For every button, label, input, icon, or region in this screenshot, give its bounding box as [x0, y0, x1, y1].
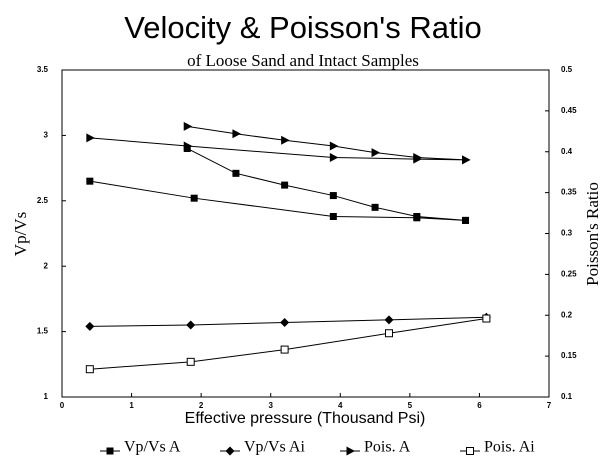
x-tick-label: 7: [547, 401, 552, 410]
x-tick-label: 3: [268, 401, 273, 410]
marker: [281, 181, 289, 189]
chart-title: Velocity & Poisson's Ratio: [124, 10, 481, 45]
marker: [329, 212, 337, 220]
y2-tick-label: 0.15: [561, 351, 577, 360]
marker: [86, 177, 94, 185]
marker: [384, 315, 394, 325]
legend-label: Pois. Ai: [484, 439, 535, 456]
y-tick-label: 3.5: [37, 65, 49, 74]
legend-marker: [346, 446, 355, 456]
legend-label: Vp/Vs Ai: [244, 439, 305, 456]
y2-tick-label: 0.35: [561, 188, 577, 197]
marker: [232, 129, 241, 139]
marker: [183, 121, 193, 131]
y-axis-label: Vp/Vs: [11, 212, 30, 256]
marker: [413, 152, 422, 162]
y-tick-label: 2.5: [37, 196, 49, 205]
legend-label: Vp/Vs A: [124, 439, 181, 456]
marker: [329, 141, 339, 151]
x-tick-label: 5: [408, 401, 413, 410]
plot-frame: [61, 69, 550, 398]
legend-marker: [225, 446, 235, 456]
y2-tick-label: 0.1: [561, 392, 573, 401]
marker: [413, 212, 421, 220]
x-tick-label: 6: [477, 401, 482, 410]
legend-marker: [106, 447, 114, 455]
y2-axis-label: Poisson's Ratio: [583, 182, 602, 286]
marker: [186, 357, 195, 366]
marker: [190, 194, 198, 202]
x-axis-label: Effective pressure (Thousand Psi): [185, 410, 426, 427]
marker: [186, 320, 196, 330]
y2-tick-label: 0.3: [561, 229, 573, 238]
series-line: [89, 125, 466, 161]
x-tick-label: 1: [129, 401, 134, 410]
legend-marker: [466, 447, 474, 455]
y-tick-label: 3: [44, 131, 49, 140]
marker: [280, 317, 290, 327]
marker: [371, 148, 381, 158]
marker: [232, 169, 240, 177]
x-tick-label: 4: [338, 401, 343, 410]
y2-tick-label: 0.2: [561, 310, 573, 319]
x-tick-label: 0: [60, 401, 65, 410]
series-line: [89, 318, 487, 370]
y2-tick-label: 0.25: [561, 269, 577, 278]
marker: [482, 314, 491, 323]
marker: [86, 133, 95, 143]
y-tick-label: 1.5: [37, 327, 49, 336]
marker: [462, 216, 470, 224]
marker: [329, 192, 337, 200]
marker: [85, 365, 94, 374]
marker: [384, 329, 393, 338]
marker: [85, 321, 95, 331]
chart-subtitle: of Loose Sand and Intact Samples: [187, 51, 419, 70]
marker: [183, 141, 193, 151]
legend-label: Pois. A: [364, 439, 411, 456]
x-tick-label: 2: [199, 401, 204, 410]
y2-tick-label: 0.45: [561, 106, 577, 115]
y2-tick-label: 0.5: [561, 65, 573, 74]
marker: [462, 155, 471, 165]
y-tick-label: 1: [44, 392, 49, 401]
marker: [281, 135, 290, 145]
marker: [329, 152, 339, 162]
y2-tick-label: 0.4: [561, 147, 573, 156]
marker: [371, 203, 379, 211]
y-tick-label: 2: [44, 261, 49, 270]
marker: [280, 345, 289, 354]
